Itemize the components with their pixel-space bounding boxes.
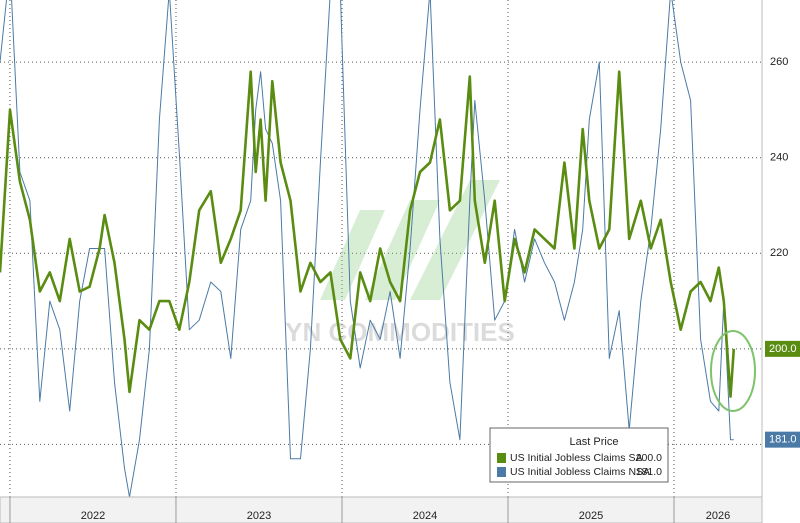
legend-value: 200.0 — [636, 452, 662, 464]
highlight-circle — [710, 330, 756, 412]
y-tick-label: 220 — [770, 247, 788, 259]
x-tick-label: 2022 — [81, 510, 105, 522]
watermark-text: YN COMMODITIES — [285, 317, 515, 347]
last-price-tag-label: 200.0 — [769, 343, 797, 355]
legend-label: US Initial Jobless Claims NSA — [510, 466, 650, 478]
legend-title: Last Price — [570, 436, 619, 448]
last-price-tag — [765, 340, 800, 357]
y-tick-label: 260 — [770, 56, 788, 68]
y-tick-label: 240 — [770, 152, 788, 164]
x-axis-band — [0, 496, 763, 523]
legend-swatch — [497, 467, 506, 477]
legend-box — [489, 427, 669, 483]
x-tick-label: 2023 — [247, 510, 271, 522]
series-line — [0, 70, 736, 398]
legend: Last Price US Initial Jobless Claims SA2… — [489, 427, 669, 483]
legend-swatch — [497, 453, 506, 463]
last-price-tag — [765, 431, 800, 448]
legend-value: 181.0 — [636, 466, 662, 478]
x-tick-label: 2025 — [579, 510, 603, 522]
x-tick-label: 2024 — [413, 510, 437, 522]
legend-label: US Initial Jobless Claims SA — [510, 452, 642, 464]
axes: 18020022024026020222023202420252026200.0… — [9, 56, 800, 523]
plot-area — [0, 0, 736, 497]
series-line — [0, 0, 734, 497]
x-tick-label: 2026 — [706, 510, 730, 522]
last-price-tag-label: 181.0 — [769, 434, 797, 446]
